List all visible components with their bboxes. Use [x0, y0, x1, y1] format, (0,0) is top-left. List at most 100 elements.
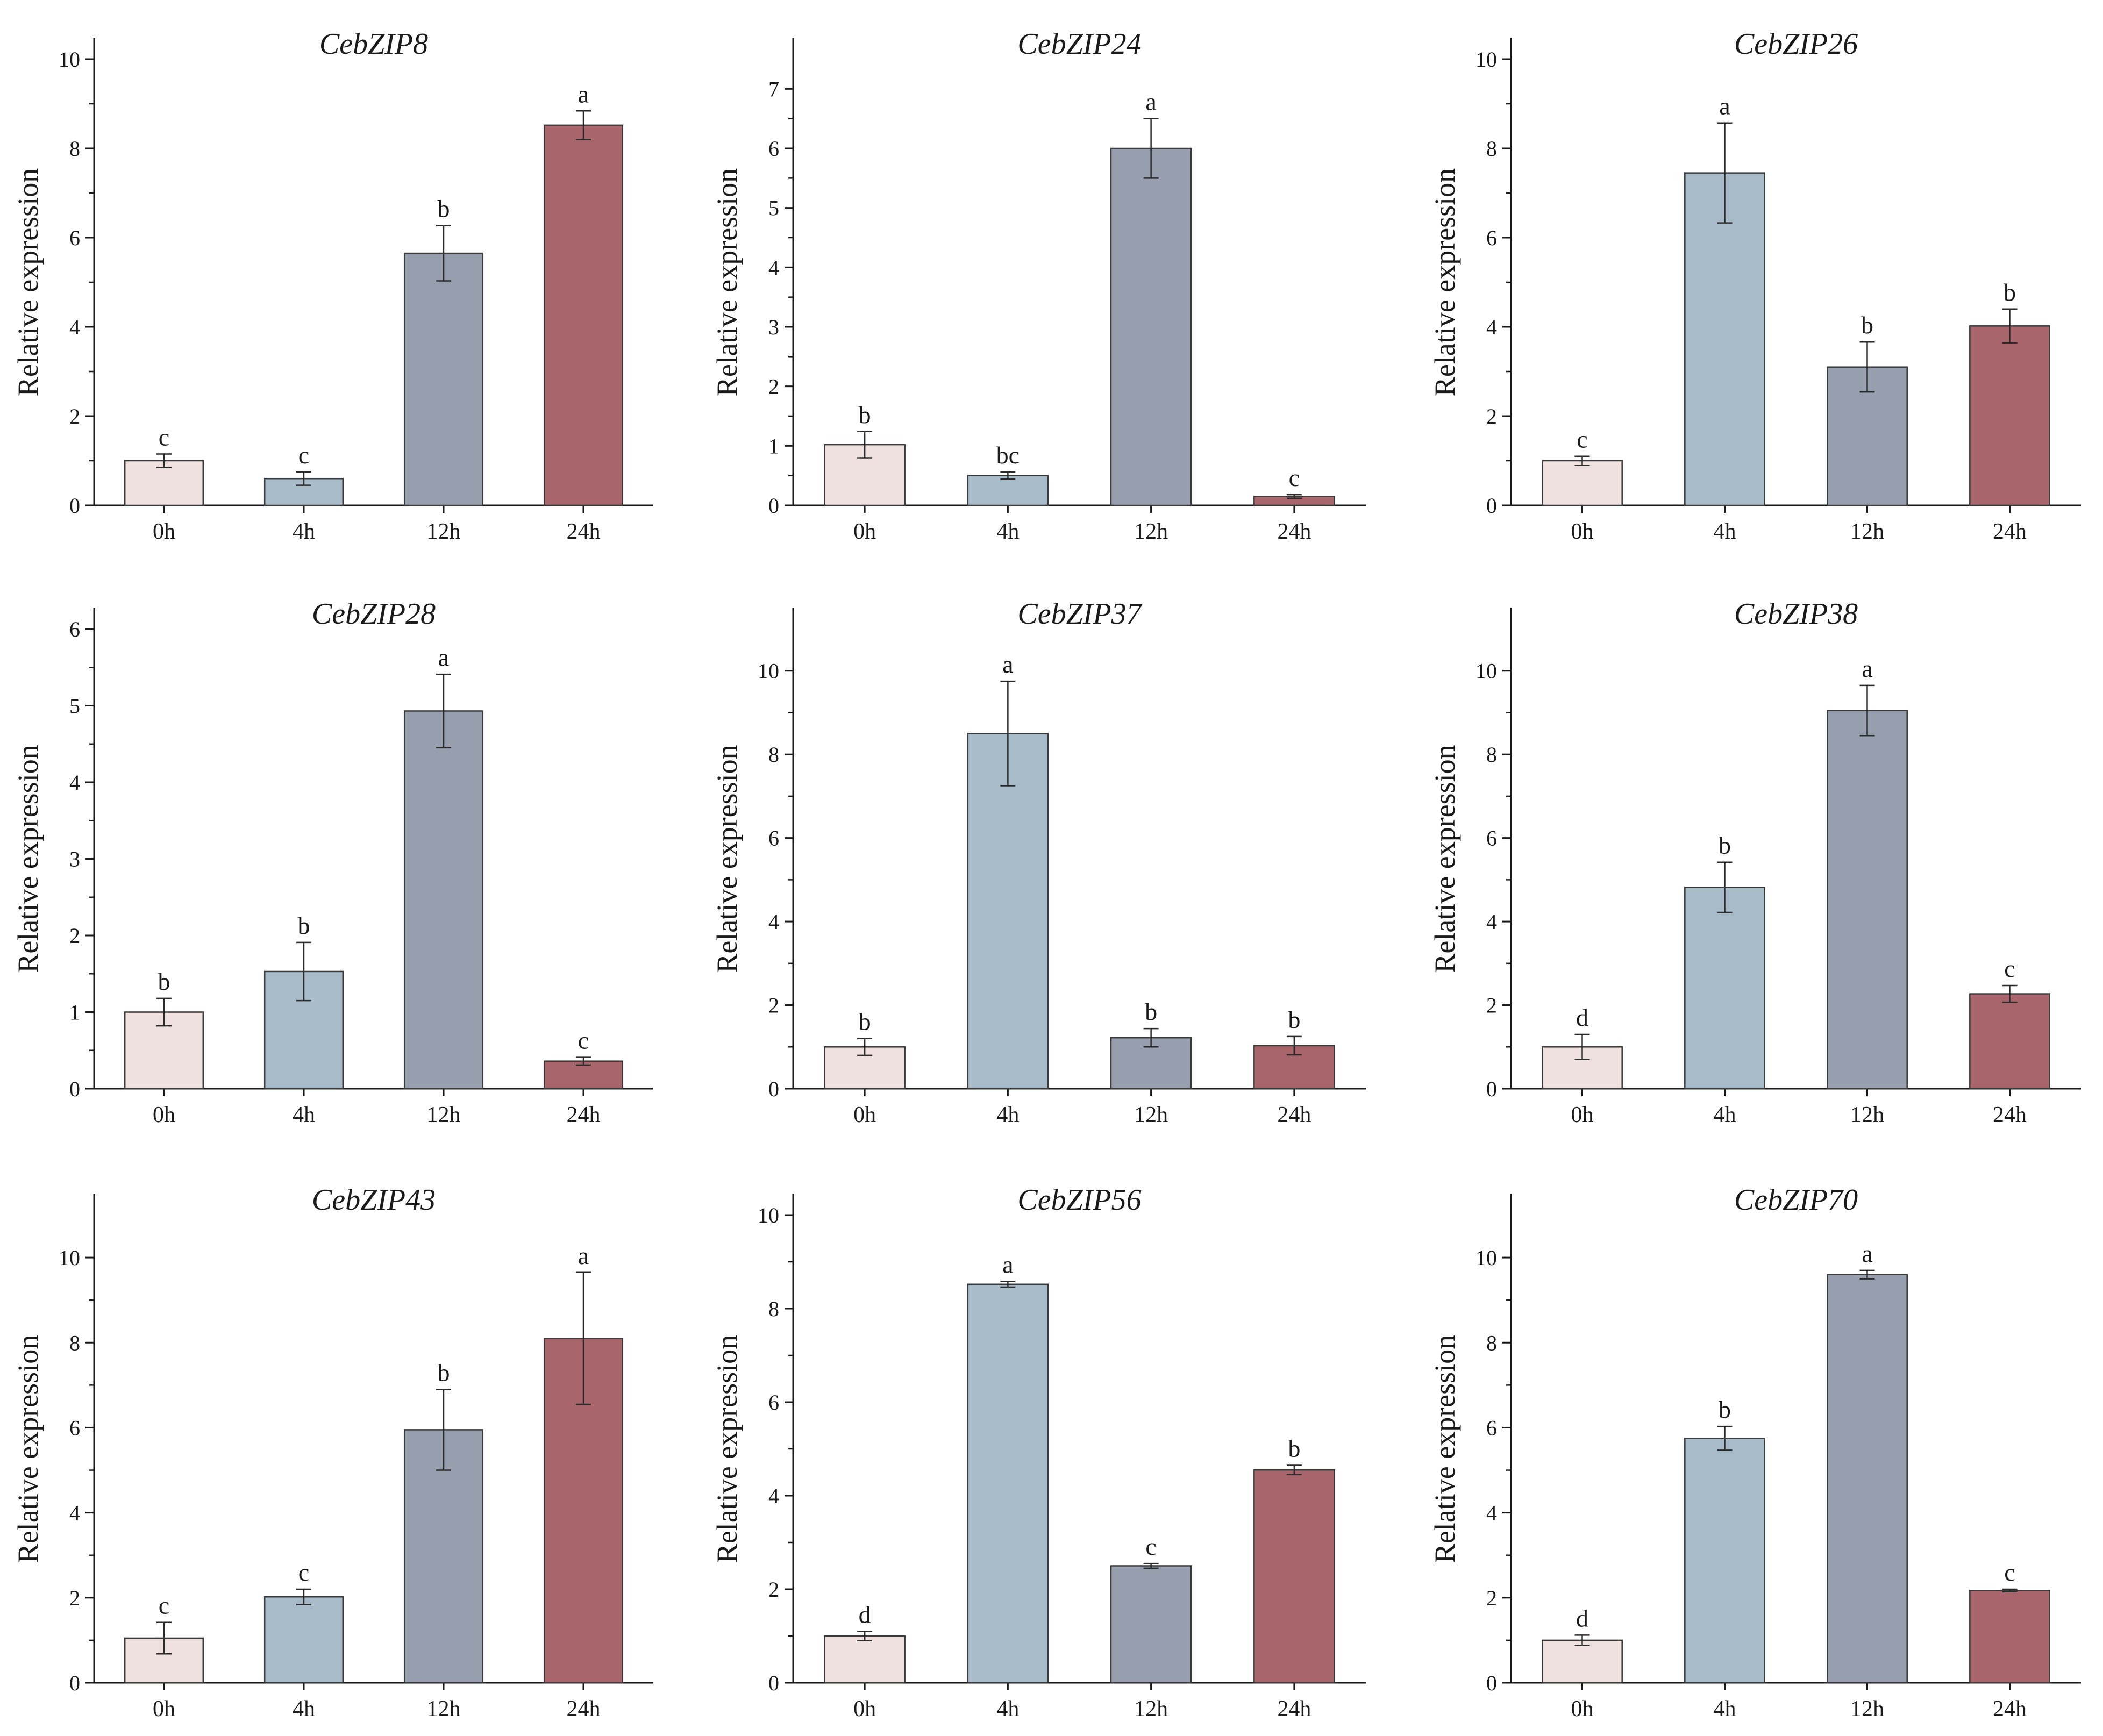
- chart-title: CebZIP37: [1017, 597, 1142, 631]
- y-tick-label: 2: [1486, 994, 1497, 1018]
- significance-label: b: [1861, 311, 1873, 339]
- chart-title: CebZIP24: [1017, 27, 1141, 61]
- x-tick-label: 4h: [996, 519, 1019, 544]
- significance-label: a: [1719, 92, 1730, 120]
- y-tick-label: 2: [768, 994, 779, 1018]
- chart-panel-9: CebZIP70 Relative expression 0 2 4 6 8 10 0h d 4h b…: [1429, 1183, 2081, 1721]
- y-tick-label: 6: [768, 1390, 779, 1414]
- x-tick-label: 4h: [996, 1697, 1019, 1721]
- y-tick-label: 0: [69, 1077, 80, 1101]
- x-tick-label: 12h: [427, 1697, 461, 1721]
- bar-4h: [263, 1596, 344, 1684]
- significance-label: a: [578, 80, 589, 108]
- y-tick-label: 0: [69, 1671, 80, 1695]
- chart-panel-7: CebZIP43 Relative expression 0 2 4 6 8 10 0h c 4h c…: [12, 1183, 653, 1721]
- significance-label: c: [159, 424, 169, 451]
- y-tick-label: 4: [69, 770, 80, 795]
- chart-panel-5: CebZIP37 Relative expression 0 2 4 6 8 10 0h b 4h a…: [711, 597, 1366, 1127]
- bar-0h: [1542, 460, 1623, 506]
- chart-panel-3: CebZIP26 Relative expression 0 2 4 6 8 10 0h c 4h a…: [1429, 27, 2081, 544]
- x-tick-label: 0h: [853, 1697, 876, 1721]
- y-tick-label: 8: [768, 742, 779, 767]
- bar-24h: [543, 124, 624, 506]
- significance-label: bc: [996, 441, 1020, 469]
- x-tick-label: 4h: [1714, 1697, 1736, 1721]
- bar-12h: [1827, 1274, 1908, 1684]
- x-tick-label: 24h: [1993, 1697, 2027, 1721]
- x-tick-label: 0h: [1571, 1103, 1594, 1127]
- y-tick-label: 6: [1486, 826, 1497, 851]
- y-tick-label: 10: [1475, 1246, 1497, 1270]
- y-tick-label: 6: [768, 826, 779, 851]
- significance-label: b: [1288, 1434, 1300, 1462]
- y-tick-label: 7: [768, 77, 779, 101]
- y-tick-label: 8: [69, 1331, 80, 1355]
- y-tick-label: 3: [768, 315, 779, 339]
- bar-24h: [1253, 1469, 1335, 1684]
- chart-panel-4: CebZIP28 Relative expression 0 1 2 3 4 5 6 0h b 4h b…: [12, 597, 653, 1127]
- x-tick-label: 0h: [853, 519, 876, 544]
- y-tick-label: 3: [69, 847, 80, 871]
- x-tick-label: 24h: [567, 1103, 601, 1127]
- x-tick-label: 0h: [1571, 519, 1594, 544]
- y-tick-label: 0: [768, 494, 779, 518]
- x-tick-label: 24h: [1993, 1103, 2027, 1127]
- bar-0h: [824, 1635, 906, 1684]
- y-axis-label: Relative expression: [1429, 168, 1461, 396]
- x-tick-label: 0h: [1571, 1697, 1594, 1721]
- significance-label: b: [298, 912, 310, 939]
- y-tick-label: 4: [768, 910, 779, 934]
- significance-label: d: [1576, 1604, 1588, 1632]
- y-tick-label: 0: [1486, 1671, 1497, 1695]
- x-tick-label: 0h: [153, 1103, 175, 1127]
- y-tick-label: 2: [1486, 404, 1497, 428]
- significance-label: b: [438, 195, 450, 223]
- bar-12h: [403, 710, 484, 1090]
- y-tick-label: 2: [768, 375, 779, 399]
- significance-label: c: [1289, 464, 1300, 491]
- y-tick-label: 6: [1486, 226, 1497, 250]
- y-tick-label: 4: [69, 315, 80, 339]
- y-tick-label: 8: [1486, 1331, 1497, 1355]
- y-tick-label: 6: [1486, 1416, 1497, 1440]
- y-axis-label: Relative expression: [12, 1335, 44, 1563]
- x-tick-label: 24h: [567, 1697, 601, 1721]
- bar-24h: [1969, 1590, 2050, 1684]
- bar-12h: [1827, 710, 1908, 1090]
- bar-24h: [543, 1060, 624, 1090]
- x-tick-label: 24h: [1277, 1103, 1311, 1127]
- significance-label: b: [158, 968, 170, 995]
- y-axis-label: Relative expression: [711, 745, 743, 973]
- bar-4h: [967, 475, 1049, 506]
- y-tick-label: 8: [69, 137, 80, 161]
- y-tick-label: 6: [768, 137, 779, 161]
- y-tick-label: 1: [768, 434, 779, 458]
- x-tick-label: 4h: [1714, 519, 1736, 544]
- bar-12h: [1110, 1565, 1192, 1684]
- significance-label: b: [1719, 832, 1731, 859]
- x-tick-label: 24h: [567, 519, 601, 544]
- chart-title: CebZIP26: [1734, 27, 1858, 61]
- chart-title: CebZIP56: [1017, 1183, 1141, 1217]
- y-tick-label: 0: [1486, 494, 1497, 518]
- y-tick-label: 6: [69, 1416, 80, 1440]
- significance-label: c: [578, 1027, 589, 1054]
- y-tick-label: 2: [768, 1577, 779, 1602]
- x-tick-label: 4h: [1714, 1103, 1736, 1127]
- y-tick-label: 2: [69, 1586, 80, 1610]
- chart-title: CebZIP43: [312, 1183, 436, 1217]
- chart-title: CebZIP70: [1734, 1183, 1858, 1217]
- y-tick-label: 0: [768, 1077, 779, 1101]
- y-tick-label: 8: [768, 1297, 779, 1321]
- significance-label: c: [298, 1559, 309, 1586]
- x-tick-label: 12h: [1850, 1697, 1884, 1721]
- x-tick-label: 0h: [853, 1103, 876, 1127]
- y-tick-label: 10: [1475, 47, 1497, 72]
- y-tick-label: 4: [768, 255, 779, 280]
- significance-label: d: [859, 1601, 871, 1628]
- y-tick-label: 6: [69, 226, 80, 250]
- chart-title: CebZIP8: [319, 27, 428, 61]
- y-axis-label: Relative expression: [711, 1335, 743, 1563]
- bar-24h: [1969, 325, 2050, 506]
